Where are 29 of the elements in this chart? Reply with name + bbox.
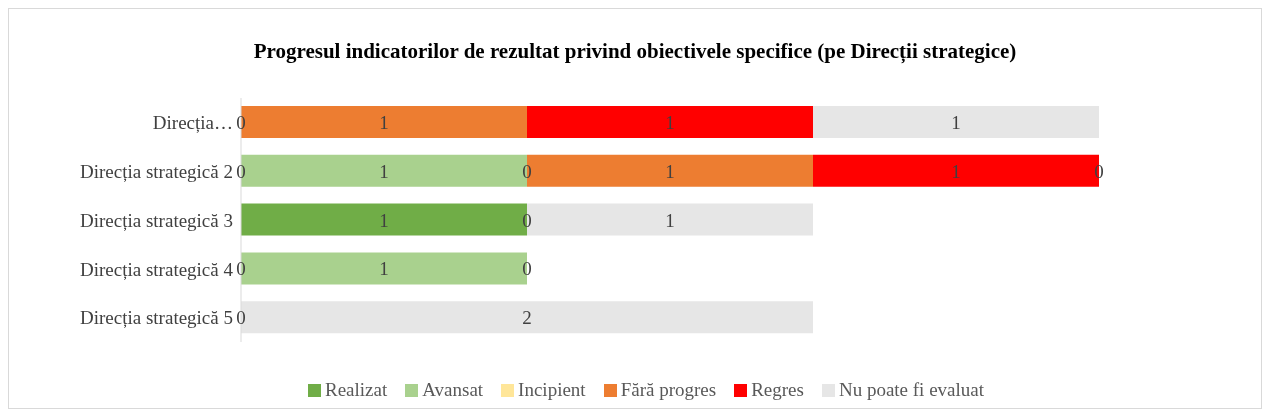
data-label: 1 (379, 209, 389, 231)
annotation: 0 (236, 258, 246, 280)
chart-title: Progresul indicatorilor de rezultat privind obiectivele specifice (pe Direcții strategice) (252, 37, 1018, 65)
legend-label: Regres (750, 379, 804, 401)
annotation: 0 (236, 307, 246, 329)
data-label: 1 (665, 111, 675, 133)
data-label: 1 (951, 160, 961, 182)
legend-label: Incipient (517, 379, 586, 401)
data-label: 2 (522, 307, 532, 329)
annotation: 0 (236, 160, 246, 182)
y-tick-label: Direcția… (152, 112, 233, 134)
y-tick-label: Direcția strategică 5 (80, 307, 233, 329)
legend-label: Avansat (421, 379, 484, 401)
legend-label: Realizat (324, 379, 388, 401)
data-label: 1 (379, 111, 389, 133)
y-tick-label: Direcția strategică 4 (80, 258, 234, 280)
annotation: 0 (1094, 160, 1104, 182)
legend-label: Nu poate fi evaluat (837, 379, 984, 401)
annotation: 0 (522, 258, 532, 280)
annotation: 0 (522, 160, 532, 182)
data-label: 1 (379, 160, 389, 182)
data-label: 1 (665, 160, 675, 182)
data-label: 1 (665, 209, 675, 231)
data-label: 1 (951, 111, 961, 133)
y-tick-label: Direcția strategică 3 (80, 209, 233, 231)
annotation: 0 (522, 209, 532, 231)
y-tick-label: Direcția strategică 2 (80, 160, 233, 182)
legend-label: Fără progres (619, 379, 717, 401)
data-label: 1 (379, 258, 389, 280)
